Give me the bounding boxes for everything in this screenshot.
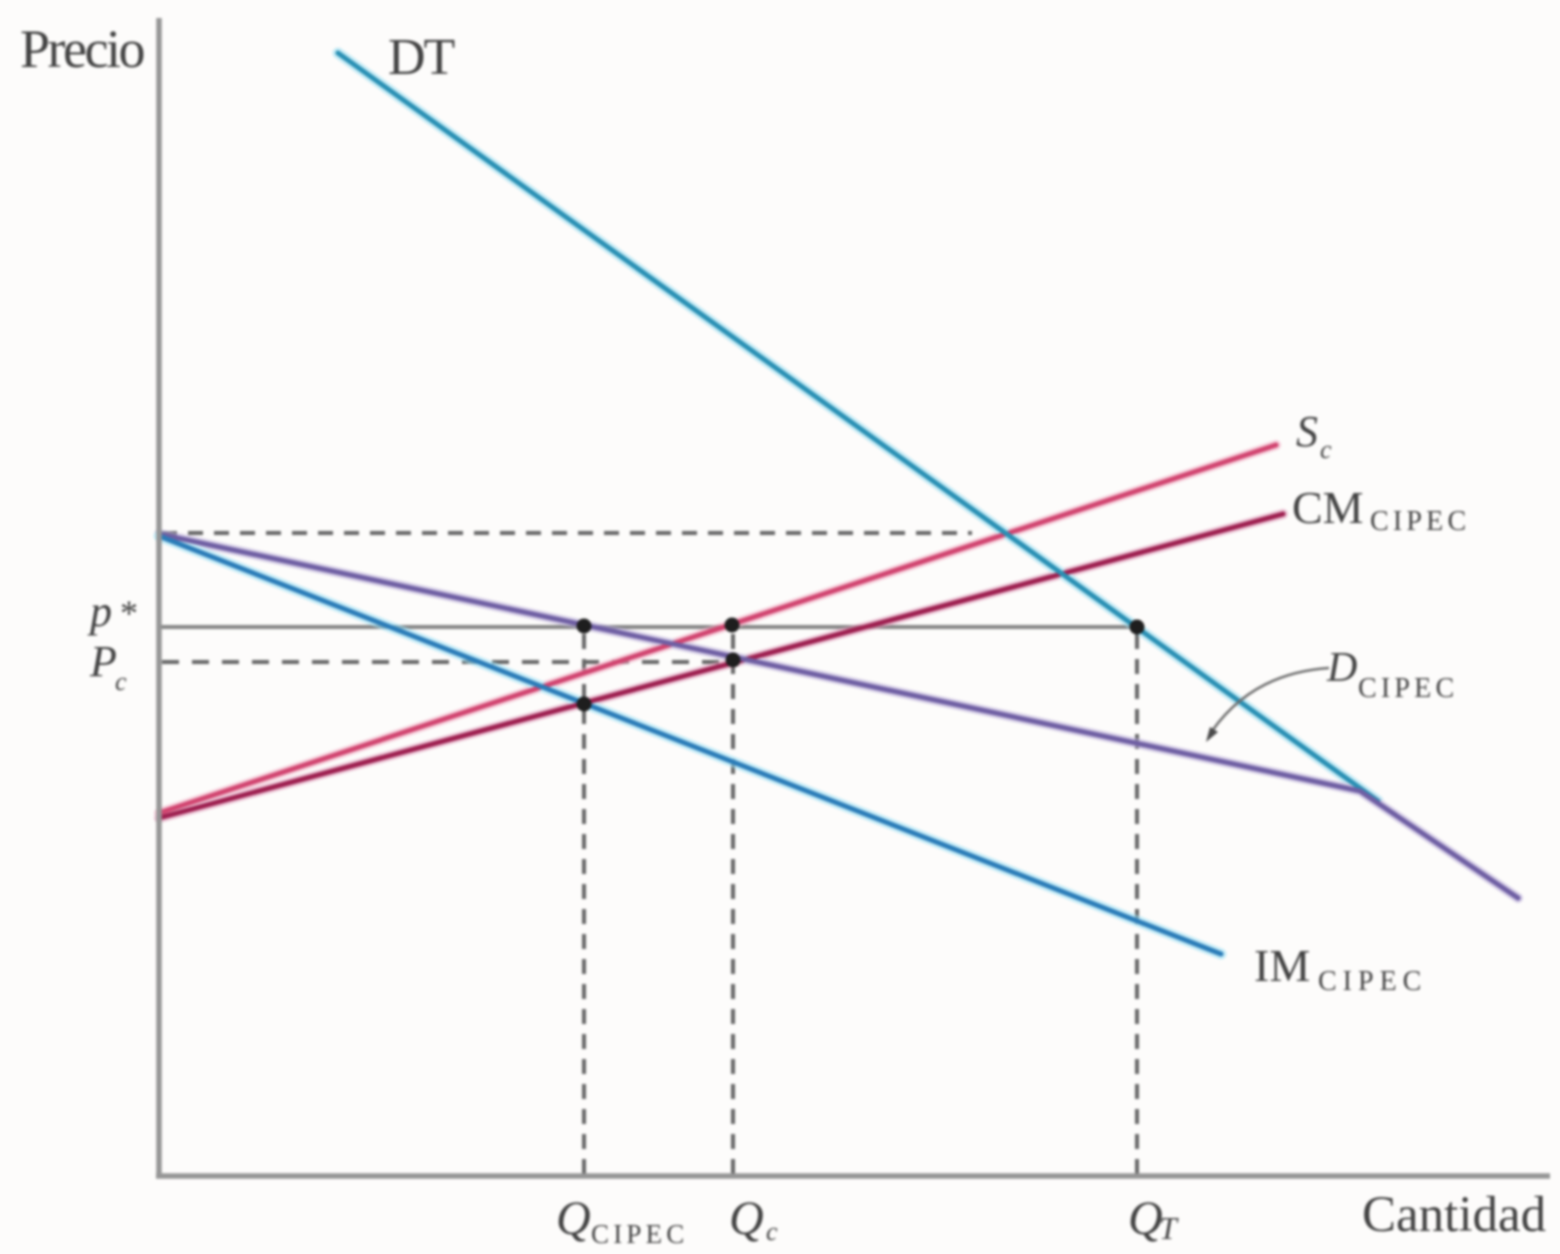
svg-text:S: S xyxy=(1296,407,1318,456)
svg-text:D: D xyxy=(1326,645,1357,691)
svg-text:CM: CM xyxy=(1292,482,1364,533)
svg-text:CIPEC: CIPEC xyxy=(1358,673,1458,704)
svg-text:c: c xyxy=(766,1217,778,1246)
svg-text:Q: Q xyxy=(729,1192,764,1245)
svg-text:Q: Q xyxy=(556,1192,591,1245)
svg-text:Cantidad: Cantidad xyxy=(1362,1187,1546,1243)
svg-text:Q: Q xyxy=(1128,1192,1163,1245)
svg-text:p: p xyxy=(87,587,112,636)
svg-text:c: c xyxy=(1320,435,1332,464)
svg-text:P: P xyxy=(89,637,117,686)
svg-text:*: * xyxy=(120,593,138,633)
svg-text:c: c xyxy=(115,667,127,696)
svg-text:CIPEC: CIPEC xyxy=(1370,506,1470,537)
svg-text:CIPEC: CIPEC xyxy=(591,1219,689,1249)
svg-text:IM: IM xyxy=(1254,940,1310,991)
svg-text:Precio: Precio xyxy=(20,19,143,79)
svg-text:T: T xyxy=(1159,1210,1179,1246)
svg-text:CIPEC: CIPEC xyxy=(1318,966,1427,997)
svg-text:DT: DT xyxy=(388,29,455,86)
